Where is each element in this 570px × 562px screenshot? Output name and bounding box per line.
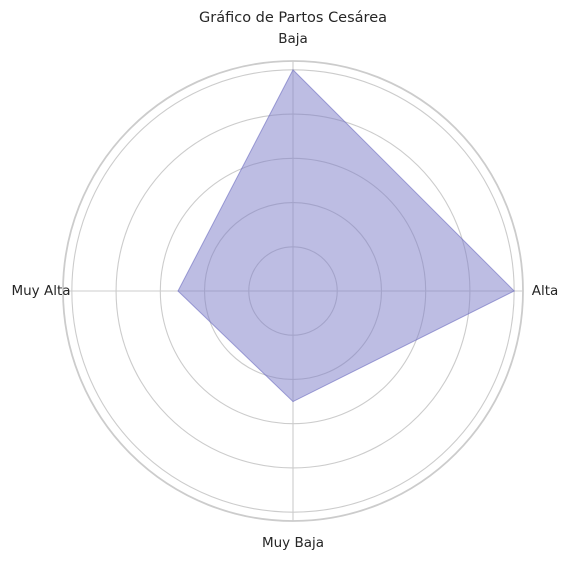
chart-title: Gráfico de Partos Cesárea: [199, 10, 387, 26]
data-point-muy-alta: [177, 290, 179, 292]
data-point-muy-baja: [292, 401, 294, 403]
axis-label-alta: Alta: [532, 283, 559, 299]
radar-data: [177, 69, 515, 403]
axis-label-muy-alta: Muy Alta: [11, 283, 70, 299]
series-area-1: [177, 69, 515, 403]
axis-label-baja: Baja: [278, 31, 308, 47]
data-point-baja: [292, 69, 294, 71]
axis-label-muy-baja: Muy Baja: [262, 535, 324, 551]
radar-axis-labels: Alta Baja Muy Alta Muy Baja: [11, 31, 558, 551]
data-point-alta: [513, 290, 515, 292]
